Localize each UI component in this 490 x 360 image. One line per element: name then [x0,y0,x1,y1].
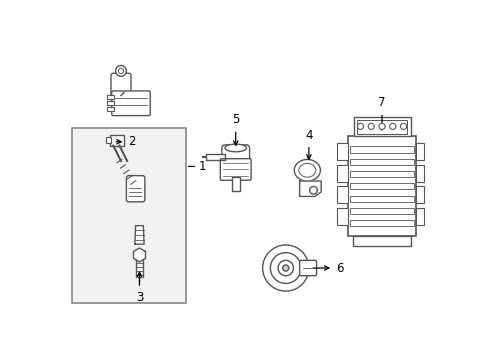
Text: 2: 2 [116,135,136,148]
Bar [416,186,423,203]
Bar [416,208,423,225]
Bar [107,101,114,105]
Bar [416,165,423,182]
Text: 1: 1 [199,160,206,173]
Bar [348,136,416,236]
Bar [106,137,111,143]
Bar [353,236,411,247]
Bar [350,183,415,189]
Text: 4: 4 [305,129,313,142]
Circle shape [400,123,407,130]
Circle shape [270,253,301,283]
Bar [107,107,114,111]
Circle shape [116,66,126,76]
Ellipse shape [225,144,246,152]
Bar [232,177,240,191]
FancyBboxPatch shape [222,145,249,165]
Bar [350,147,415,153]
Circle shape [310,186,318,194]
Bar [350,171,415,177]
Polygon shape [135,226,144,244]
Text: 5: 5 [232,113,240,126]
Bar [350,208,415,214]
Bar [72,128,186,303]
Circle shape [283,265,289,271]
Bar [337,165,348,182]
Polygon shape [300,181,321,197]
Bar [110,135,124,145]
Bar [107,95,114,99]
Bar [354,117,411,136]
Bar [337,186,348,203]
Circle shape [379,123,385,130]
Bar [350,159,415,165]
Bar [357,120,408,134]
FancyBboxPatch shape [300,260,317,276]
FancyBboxPatch shape [111,73,131,98]
Text: 3: 3 [136,291,143,304]
Text: 7: 7 [378,96,386,109]
Circle shape [368,123,374,130]
Circle shape [263,245,309,291]
Polygon shape [206,154,225,160]
Circle shape [357,123,364,130]
Bar [337,208,348,225]
FancyBboxPatch shape [126,176,145,202]
FancyBboxPatch shape [220,159,251,180]
Bar [350,220,415,226]
Circle shape [278,260,294,276]
Circle shape [390,123,396,130]
FancyBboxPatch shape [112,91,150,116]
Circle shape [118,68,123,73]
Polygon shape [133,248,146,262]
Ellipse shape [299,163,316,177]
Bar [350,196,415,202]
Bar [416,143,423,160]
Ellipse shape [294,159,320,181]
Text: 6: 6 [313,261,343,275]
Bar [337,143,348,160]
